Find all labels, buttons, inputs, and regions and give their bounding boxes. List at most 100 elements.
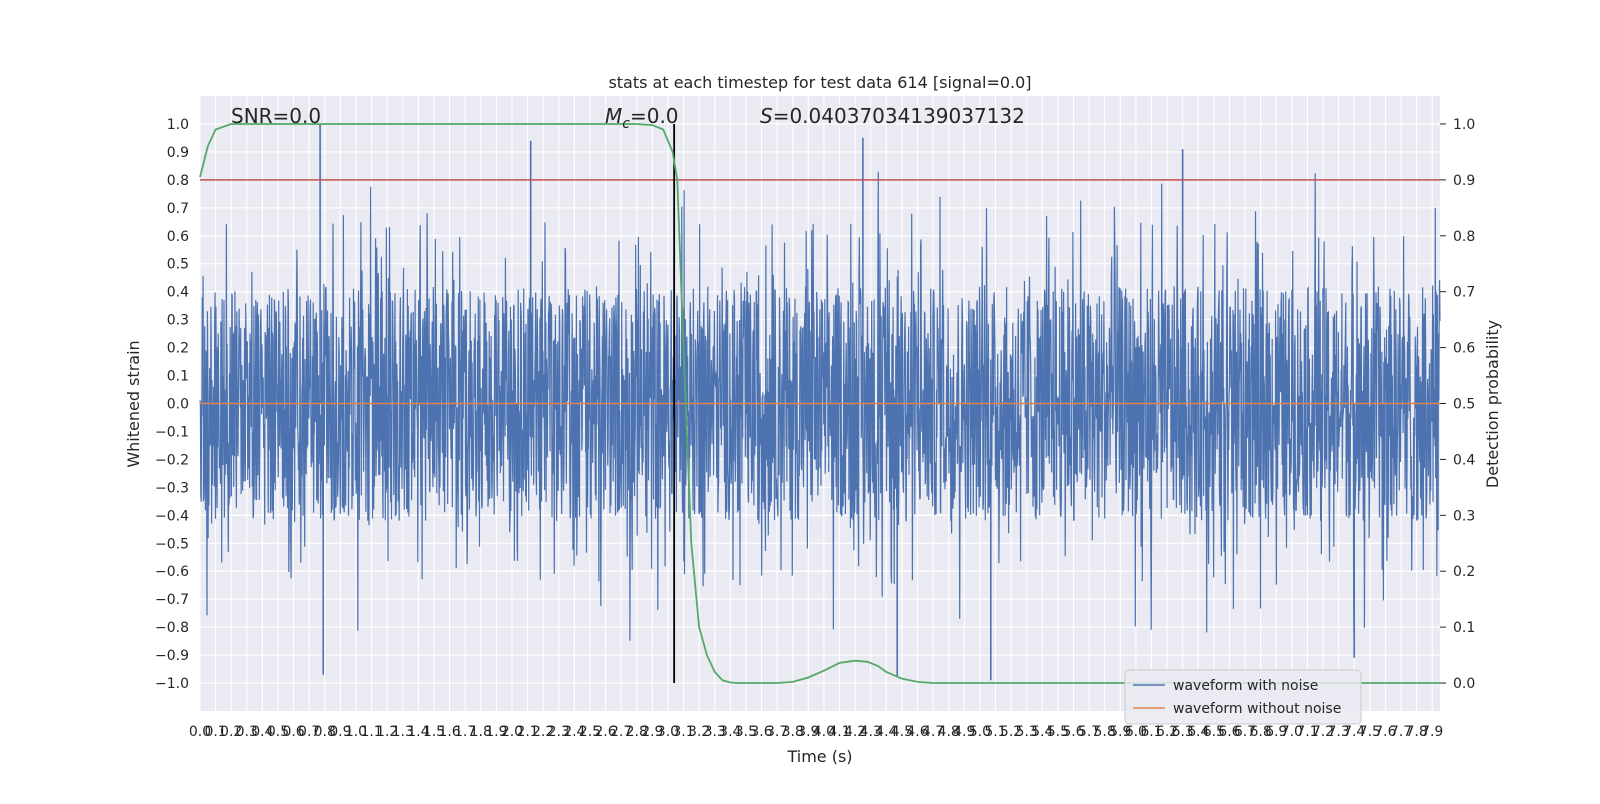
x-tick-label: 0.9 — [329, 724, 351, 740]
x-tick-label: 3.3 — [704, 724, 726, 740]
x-tick-label: 0.5 — [267, 724, 289, 740]
x-tick-label: 4.5 — [891, 724, 913, 740]
x-tick-label: 4.8 — [938, 724, 960, 740]
x-tick-label: 4.9 — [953, 724, 975, 740]
x-tick-label: 7.1 — [1296, 724, 1318, 740]
x-tick-label: 5.7 — [1078, 724, 1100, 740]
x-tick-label: 7.2 — [1312, 724, 1334, 740]
noise-trace — [199, 171, 1441, 641]
x-tick-label: 6.3 — [1172, 724, 1194, 740]
x-tick-label: 4.1 — [828, 724, 850, 740]
series-waveform-with-noise — [199, 123, 1441, 681]
tick-labels: 0.00.10.20.30.40.50.60.70.80.91.01.11.21… — [155, 117, 1475, 740]
mc-annotation: Mc=0.0 — [605, 104, 679, 132]
x-tick-label: 3.5 — [735, 724, 757, 740]
x-tick-label: 2.3 — [548, 724, 570, 740]
x-tick-label: 6.6 — [1218, 724, 1240, 740]
y-tick-label: −0.7 — [155, 592, 189, 608]
x-tick-label: 6.2 — [1156, 724, 1178, 740]
x-tick-label: 6.4 — [1187, 724, 1209, 740]
x-tick-label: 7.5 — [1359, 724, 1381, 740]
y-tick-label: 0.0 — [167, 397, 189, 413]
x-tick-label: 7.8 — [1405, 724, 1427, 740]
x-tick-label: 6.0 — [1125, 724, 1147, 740]
y-tick-label: 0.3 — [167, 313, 189, 329]
y-tick-label: −0.3 — [155, 480, 189, 496]
x-tick-label: 0.6 — [282, 724, 304, 740]
mc-symbol: M — [605, 104, 622, 128]
y-tick-label: −0.5 — [155, 536, 189, 552]
y-tick-label: −0.6 — [155, 564, 189, 580]
y-right-tick-label: 0.5 — [1453, 397, 1475, 413]
y-right-tick-label: 0.6 — [1453, 341, 1475, 357]
x-tick-label: 1.4 — [407, 724, 429, 740]
x-tick-label: 2.2 — [532, 724, 554, 740]
x-tick-label: 0.0 — [189, 724, 211, 740]
x-tick-label: 1.1 — [360, 724, 382, 740]
x-tick-label: 0.2 — [220, 724, 242, 740]
x-tick-label: 1.2 — [376, 724, 398, 740]
y-tick-label: 0.6 — [167, 229, 189, 245]
x-tick-label: 3.1 — [672, 724, 694, 740]
y-axis-label: Whitened strain — [124, 340, 143, 467]
line-layer — [199, 123, 1440, 684]
snr-annotation: SNR=0.0 — [231, 104, 321, 128]
x-tick-label: 1.6 — [438, 724, 460, 740]
y-tick-label: 0.2 — [167, 341, 189, 357]
x-tick-label: 1.5 — [423, 724, 445, 740]
y-right-tick-label: 1.0 — [1453, 117, 1475, 133]
y-tick-label: 1.0 — [167, 117, 189, 133]
x-tick-label: 2.1 — [516, 724, 538, 740]
y-tick-label: −0.2 — [155, 452, 189, 468]
x-tick-label: 2.6 — [594, 724, 616, 740]
series-detection-probability — [199, 123, 1440, 684]
x-tick-label: 1.9 — [485, 724, 507, 740]
y-tick-label: 0.1 — [167, 369, 189, 385]
y-tick-label: −0.1 — [155, 424, 189, 440]
y-axis-right-label: Detection probability — [1483, 320, 1502, 488]
mc-subscript: c — [622, 116, 630, 132]
y-tick-label: −0.4 — [155, 508, 189, 524]
x-tick-label: 4.7 — [922, 724, 944, 740]
x-tick-label: 7.3 — [1327, 724, 1349, 740]
x-tick-label: 4.3 — [860, 724, 882, 740]
x-tick-label: 1.8 — [470, 724, 492, 740]
s-symbol: S — [760, 104, 773, 128]
y-tick-label: 0.4 — [167, 285, 189, 301]
x-tick-label: 7.6 — [1374, 724, 1396, 740]
legend-label-noise: waveform with noise — [1173, 678, 1318, 694]
x-tick-label: 4.6 — [906, 724, 928, 740]
y-tick-label: −0.9 — [155, 648, 189, 664]
x-tick-label: 0.3 — [236, 724, 258, 740]
x-tick-label: 5.6 — [1062, 724, 1084, 740]
x-tick-label: 6.1 — [1140, 724, 1162, 740]
y-right-tick-label: 0.1 — [1453, 620, 1475, 636]
x-tick-label: 4.0 — [813, 724, 835, 740]
x-tick-label: 1.0 — [345, 724, 367, 740]
x-tick-label: 5.5 — [1047, 724, 1069, 740]
x-tick-label: 7.7 — [1390, 724, 1412, 740]
y-tick-label: 0.5 — [167, 257, 189, 273]
y-tick-label: 0.7 — [167, 201, 189, 217]
x-tick-label: 6.7 — [1234, 724, 1256, 740]
y-tick-label: 0.9 — [167, 145, 189, 161]
y-right-tick-label: 0.9 — [1453, 173, 1475, 189]
x-tick-label: 2.7 — [610, 724, 632, 740]
x-tick-label: 2.4 — [563, 724, 585, 740]
x-tick-label: 1.3 — [392, 724, 414, 740]
y-tick-label: 0.8 — [167, 173, 189, 189]
x-tick-label: 0.7 — [298, 724, 320, 740]
y-right-tick-label: 0.7 — [1453, 285, 1475, 301]
x-tick-label: 0.1 — [204, 724, 226, 740]
x-tick-label: 2.5 — [579, 724, 601, 740]
y-right-tick-label: 0.0 — [1453, 676, 1475, 692]
x-tick-label: 2.0 — [501, 724, 523, 740]
x-tick-label: 2.9 — [641, 724, 663, 740]
x-tick-label: 5.0 — [969, 724, 991, 740]
x-tick-label: 2.8 — [626, 724, 648, 740]
x-tick-label: 7.0 — [1281, 724, 1303, 740]
x-tick-label: 3.6 — [750, 724, 772, 740]
x-tick-label: 5.8 — [1094, 724, 1116, 740]
